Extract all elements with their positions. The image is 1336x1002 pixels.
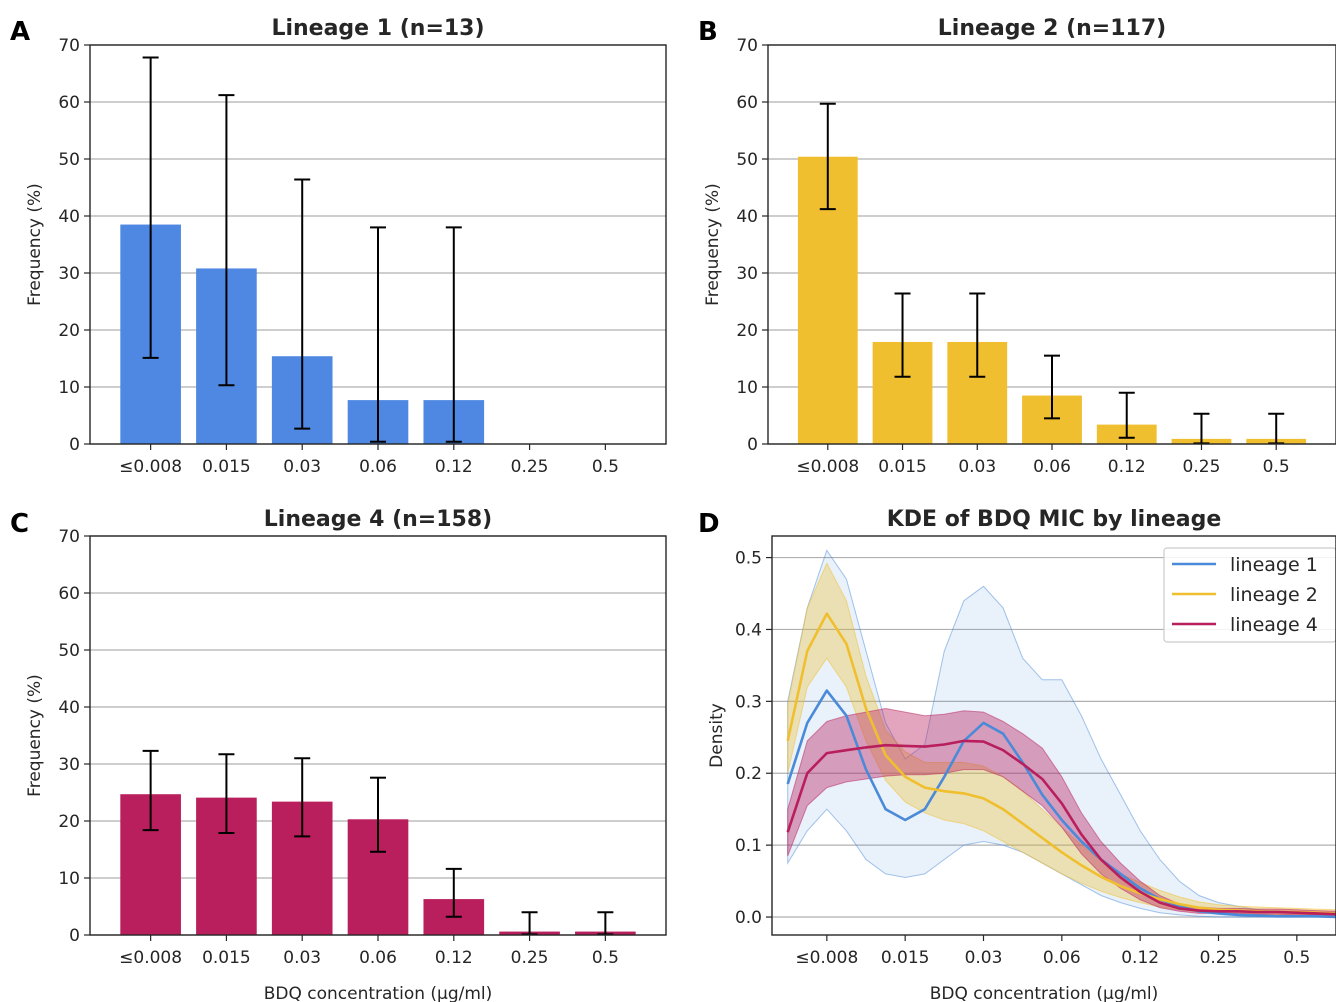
y-tick-label: 60 [58,93,80,113]
panel-label: A [10,17,30,47]
x-tick-label: 0.12 [435,948,473,968]
x-tick-label: ≤0.008 [119,457,182,477]
y-tick-label: 20 [736,321,758,341]
y-tick-label: 40 [736,207,758,227]
panel-label: C [10,509,29,539]
x-tick-label: 0.25 [1183,457,1221,477]
kde-line-lineage-1 [786,689,1336,919]
y-tick-label: 30 [58,264,80,284]
legend-label: lineage 2 [1230,584,1318,606]
x-tick-label: 0.25 [1200,948,1238,968]
x-axis-label: BDQ concentration (μg/ml) [264,984,493,1002]
x-tick-label: 0.5 [1283,948,1310,968]
x-tick-label: 0.12 [1108,457,1146,477]
y-axis-label: Frequency (%) [25,183,45,306]
legend: lineage 1 lineage 2 lineage 4 [1163,547,1336,643]
x-tick-label: ≤0.008 [796,457,859,477]
y-tick-label: 30 [736,264,758,284]
x-tick-label: 0.015 [881,948,930,968]
y-tick-label: 10 [58,869,80,889]
x-tick-label: ≤0.008 [119,948,182,968]
x-tick-label: 0.015 [202,457,251,477]
x-tick-label: 0.06 [1043,948,1081,968]
y-tick-label: 20 [58,812,80,832]
x-axis-label: BDQ concentration (μg/ml) [930,984,1159,1002]
axes-frame [89,535,667,936]
x-tick-label: 0.12 [1121,948,1159,968]
y-axis-label: Frequency (%) [25,674,45,797]
x-tick-label: 0.03 [958,457,996,477]
y-tick-label: 70 [736,36,758,56]
x-tick-label: 0.015 [878,457,927,477]
panel-label: B [698,17,718,47]
x-tick-label: ≤0.008 [795,948,858,968]
y-tick-label: 20 [58,321,80,341]
panel-a: A Lineage 1 (n=13) ≤0.008 0.015 0.03 0.06 0.12… [10,16,667,477]
x-tick-label: 0.06 [1033,457,1071,477]
axes-frame [771,535,1336,936]
y-tick-label: 0.0 [735,908,762,928]
chart-title: Lineage 1 (n=13) [271,16,484,41]
ci-band-lineage-2 [787,562,1336,917]
x-tick-label: 0.03 [283,948,321,968]
y-tick-label: 50 [736,150,758,170]
x-tick-label: 0.06 [359,948,397,968]
y-tick-label: 60 [58,584,80,604]
panel-d: D KDE of BDQ MIC by lineage ≤0.008 0.015 0.0… [698,507,1336,1002]
ci-band-lineage-1 [787,549,1336,918]
y-tick-label: 70 [58,36,80,56]
axes-frame [89,44,667,445]
x-tick-label: 0.03 [965,948,1003,968]
chart-title: Lineage 4 (n=158) [264,507,492,532]
y-tick-label: 0.5 [735,549,762,569]
legend-box [1163,547,1336,643]
y-tick-label: 50 [58,641,80,661]
x-tick-label: 0.5 [592,948,619,968]
chart-title: KDE of BDQ MIC by lineage [887,507,1222,532]
y-tick-label: 0.2 [735,764,762,784]
x-tick-label: 0.06 [359,457,397,477]
x-tick-label: 0.5 [1263,457,1290,477]
panel-label: D [698,509,720,539]
y-tick-label: 0.3 [735,692,762,712]
y-axis-label: Density [707,703,727,768]
x-tick-label: 0.015 [202,948,251,968]
axes-frame [767,44,1336,445]
x-tick-label: 0.5 [592,457,619,477]
ci-band-lineage-4 [787,707,1336,917]
y-tick-label: 10 [736,378,758,398]
y-tick-label: 40 [58,207,80,227]
x-tick-label: 0.25 [511,948,549,968]
panel-c: C Lineage 4 (n=158) ≤0.008 0.015 0.03 0.06 0.1… [10,507,667,1002]
y-tick-label: 10 [58,378,80,398]
y-tick-label: 0.1 [735,836,762,856]
kde-line-lineage-4 [786,739,1336,916]
legend-label: lineage 4 [1230,614,1318,636]
y-axis-label: Frequency (%) [703,183,723,306]
y-tick-label: 40 [58,698,80,718]
y-tick-label: 0 [747,435,758,455]
legend-label: lineage 1 [1230,554,1318,576]
y-tick-label: 0.4 [735,620,762,640]
y-tick-label: 0 [69,926,80,946]
panel-b: B Lineage 2 (n=117) ≤0.008 0.015 0.03 0.06 0.1… [698,16,1336,477]
chart-title: Lineage 2 (n=117) [938,16,1166,41]
y-tick-label: 0 [69,435,80,455]
y-tick-label: 50 [58,150,80,170]
y-tick-label: 60 [736,93,758,113]
y-tick-label: 70 [58,527,80,547]
x-tick-label: 0.03 [283,457,321,477]
y-tick-label: 30 [58,755,80,775]
x-tick-label: 0.12 [435,457,473,477]
x-tick-label: 0.25 [511,457,549,477]
